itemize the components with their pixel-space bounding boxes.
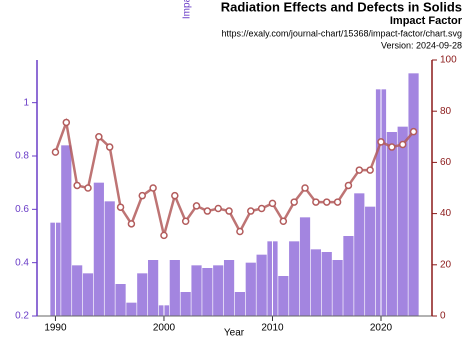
bar — [180, 292, 191, 316]
bar — [332, 260, 343, 316]
bar — [202, 268, 213, 316]
x-tick-label: 2010 — [261, 323, 284, 334]
line-marker — [127, 220, 136, 228]
bar — [299, 217, 311, 316]
line-marker — [192, 202, 201, 210]
x-tick-label: 1990 — [44, 323, 67, 334]
line-marker — [138, 191, 147, 200]
bar — [256, 254, 267, 316]
line-marker — [247, 207, 255, 215]
line-marker — [73, 181, 81, 190]
bar — [104, 201, 115, 316]
bar — [93, 182, 104, 316]
line-marker — [333, 198, 342, 206]
x-axis-label: Year — [224, 328, 245, 339]
bar — [82, 273, 94, 316]
y2-tick-label: 0 — [440, 311, 446, 322]
bar — [354, 193, 365, 316]
line-marker — [95, 133, 103, 141]
line-marker — [203, 207, 212, 215]
y2-tick-label: 100 — [440, 55, 457, 66]
line-marker — [214, 204, 222, 213]
line-marker — [236, 227, 244, 236]
x-tick-label: 2020 — [370, 323, 393, 334]
line-marker — [398, 140, 407, 149]
bar — [321, 252, 332, 316]
x-tick-label: 2000 — [153, 323, 176, 334]
line-marker — [344, 181, 353, 190]
line-marker — [181, 217, 190, 226]
line-marker — [312, 198, 320, 206]
y-axis-label: Impact Factor — [182, 0, 193, 19]
y-tick-label: 0.8 — [15, 151, 29, 162]
bar — [61, 145, 72, 316]
y2-tick-label: 80 — [440, 106, 452, 117]
chart-title: Radiation Effects and Defects in Solids — [221, 0, 462, 14]
bar — [223, 260, 235, 316]
chart-url: https://exaly.com/journal-chart/15368/im… — [222, 28, 462, 38]
line-marker — [279, 217, 288, 226]
bar — [169, 260, 180, 316]
line — [54, 117, 415, 236]
line-marker — [62, 118, 71, 127]
line-marker — [171, 191, 179, 200]
y2-tick-label: 20 — [440, 259, 452, 270]
line-marker — [116, 203, 125, 211]
bar — [72, 265, 83, 316]
line-marker — [322, 198, 331, 206]
bar — [365, 206, 376, 316]
line-marker — [160, 231, 168, 240]
bar — [115, 284, 126, 316]
y-tick-label: 0.4 — [15, 257, 29, 268]
y2-tick-label: 40 — [440, 208, 452, 219]
bar — [310, 249, 321, 316]
line-marker — [51, 148, 60, 156]
bar — [245, 262, 256, 316]
y-tick-label: 1 — [23, 97, 29, 108]
line-marker — [355, 166, 364, 174]
line-marker — [84, 184, 92, 192]
line-marker — [290, 198, 298, 206]
line-marker — [225, 207, 233, 215]
bar — [278, 276, 289, 316]
bar — [343, 236, 354, 316]
bar — [213, 265, 224, 316]
line-marker — [366, 166, 374, 174]
bar — [126, 302, 137, 316]
bar — [137, 273, 148, 316]
line-marker — [301, 184, 309, 192]
bar — [148, 260, 159, 316]
y-tick-label: 0.6 — [15, 204, 29, 215]
bar — [408, 73, 419, 316]
y-tick-label: 0.2 — [15, 311, 29, 322]
bar — [191, 265, 202, 316]
bar — [289, 241, 300, 316]
line-marker — [409, 127, 418, 136]
line-marker — [268, 199, 277, 208]
line-marker — [149, 184, 157, 192]
chart-version: Version: 2024-09-28 — [381, 40, 462, 50]
line-marker — [257, 204, 266, 213]
line-marker — [388, 143, 396, 151]
chart-subtitle: Impact Factor — [390, 15, 463, 27]
y2-tick-label: 60 — [440, 157, 452, 168]
bar — [386, 132, 397, 316]
line-marker — [105, 143, 114, 151]
bar — [397, 126, 408, 317]
bar — [234, 292, 246, 316]
line-marker — [377, 138, 385, 146]
